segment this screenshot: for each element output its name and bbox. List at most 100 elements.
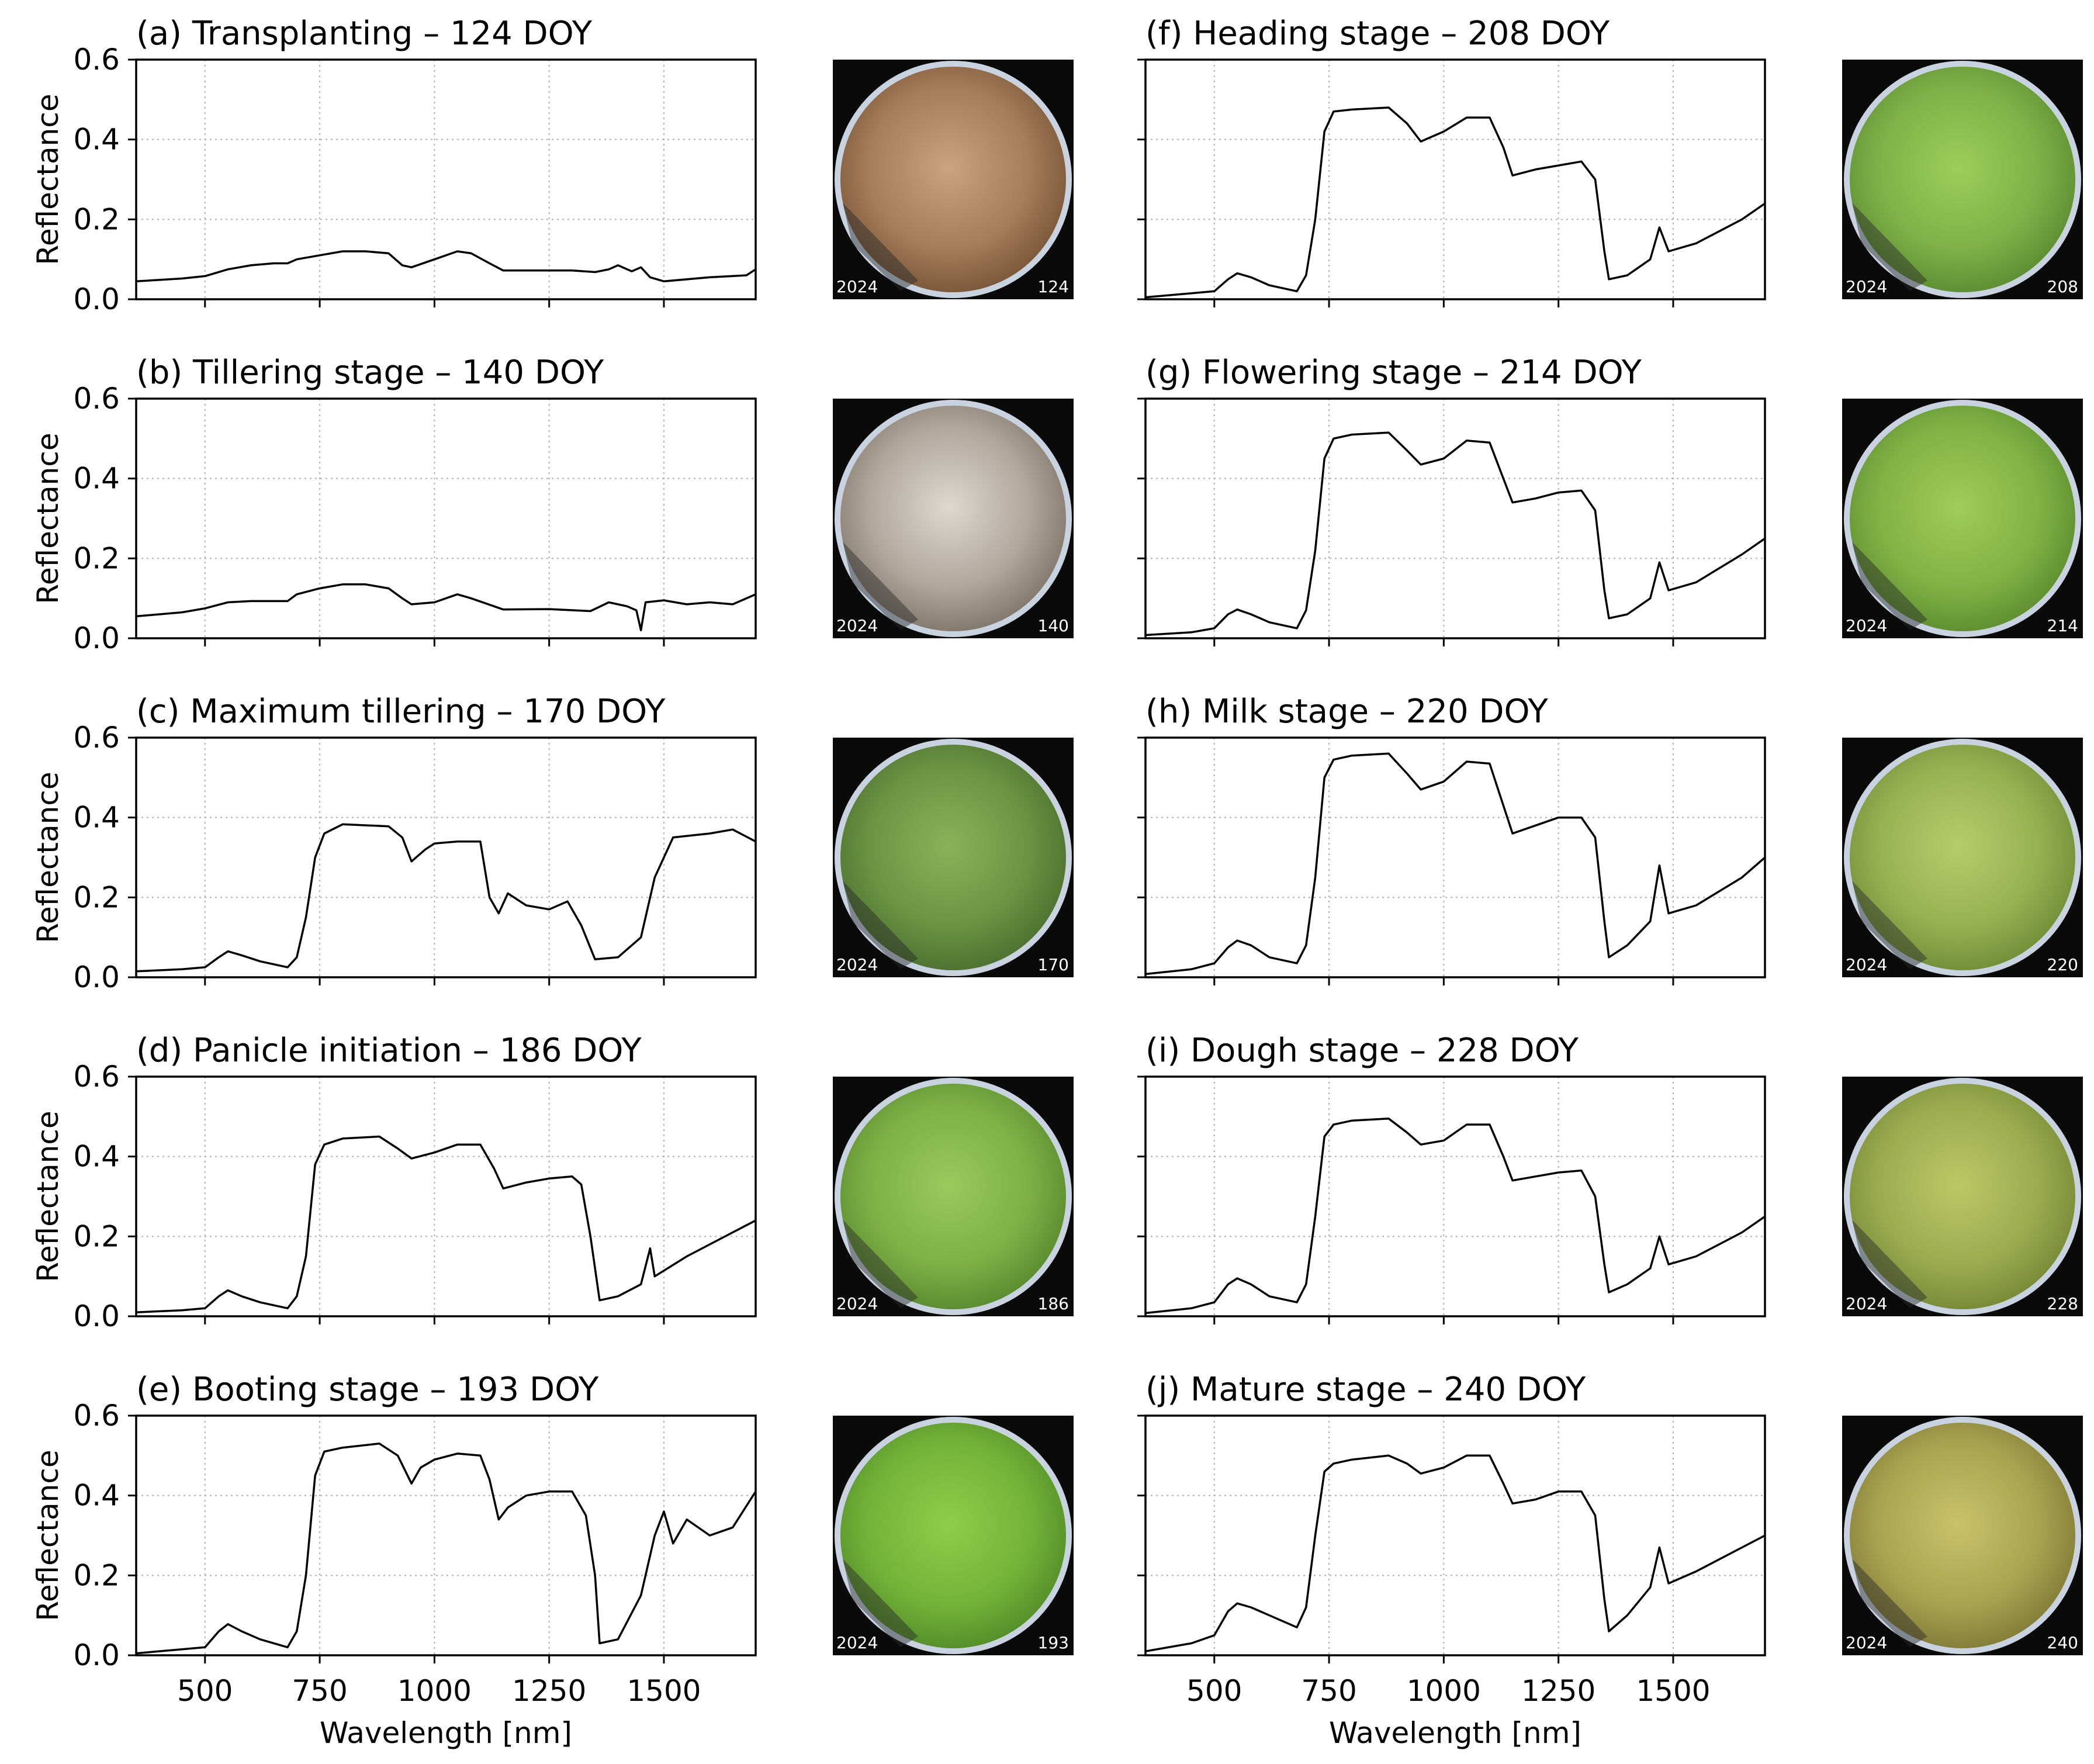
plot-frame [1144,1075,1766,1317]
x-tick-label: 1500 [1636,1674,1710,1708]
canopy-photo: 2024 140 [833,399,1074,638]
plot-area: 500 750 1000 1250 1500 Wavelength [nm] [1137,1414,1766,1750]
plot-frame [1144,58,1766,300]
panel-e: (e) Booting stage – 193 DOY 0.0 0.2 0.4 0.6 5… [31,1371,1074,1750]
canopy-view [840,406,1066,631]
x-axis-label: Wavelength [nm] [1329,1716,1581,1750]
photo-doy-label: 208 [2047,277,2078,296]
canopy-view [1850,745,2075,970]
photo-year-label: 2024 [836,1633,878,1652]
photo-doy-label: 214 [2047,616,2078,635]
plot-frame [135,58,757,300]
plot-area [1137,58,1766,307]
canopy-photo: 2024 214 [1842,399,2083,638]
photo-year-label: 2024 [836,955,878,974]
x-axis-label: Wavelength [nm] [320,1716,572,1750]
y-tick-label: 0.2 [73,202,120,236]
panel-title: (j) Mature stage – 240 DOY [1145,1371,1586,1409]
reflectance-series-line [136,250,756,283]
panel-title: (e) Booting stage – 193 DOY [136,1371,599,1409]
plot-frame [135,1075,757,1317]
tower-shadow [843,1220,918,1308]
y-tick-label: 0.2 [73,541,120,575]
reflectance-series-line [1145,1118,1765,1315]
y-tick-label: 0.4 [73,462,120,496]
reflectance-series-line [1145,752,1765,976]
reflectance-series-line [136,823,756,973]
photo-year-label: 2024 [1846,955,1887,974]
x-tick-label: 500 [1186,1674,1242,1708]
photo-doy-label: 228 [2047,1294,2078,1313]
panel-c: (c) Maximum tillering – 170 DOY 0.0 0.2 0.4… [31,693,1074,994]
canopy-view [1850,67,2075,292]
y-tick-label: 0.4 [73,1140,120,1174]
photo-year-label: 2024 [836,616,878,635]
x-tick-label: 1000 [1407,1674,1481,1708]
reflectance-series-line [1145,1454,1765,1652]
plot-area [1137,397,1766,646]
y-axis-label: Reflectance [31,1111,65,1282]
plot-area [1137,1075,1766,1324]
canopy-view [840,67,1066,292]
panel-title: (f) Heading stage – 208 DOY [1145,15,1610,53]
canopy-photo: 2024 240 [1842,1416,2083,1655]
panel-i: (i) Dough stage – 228 DOY 2024 228 [1137,1032,2083,1324]
y-axis-label: Reflectance [31,772,65,943]
reflectance-series-line [136,583,756,632]
panel-f: (f) Heading stage – 208 DOY 2024 208 [1137,15,2083,307]
plot-frame [135,397,757,639]
y-tick-label: 0.0 [73,1299,120,1333]
y-tick-label: 0.2 [73,880,120,914]
y-axis-label: Reflectance [31,94,65,265]
canopy-view [1850,406,2075,631]
canopy-photo: 2024 170 [833,738,1074,977]
photo-doy-label: 140 [1038,616,1069,635]
y-tick-label: 0.0 [73,960,120,994]
canopy-photo: 2024 208 [1842,60,2083,299]
x-tick-label: 1250 [1521,1674,1595,1708]
canopy-view [840,745,1066,970]
photo-doy-label: 186 [1038,1294,1069,1313]
tower-shadow [843,542,918,630]
y-axis-label: Reflectance [31,1450,65,1621]
photo-doy-label: 193 [1038,1633,1069,1652]
y-tick-label: 0.4 [73,801,120,835]
plot-frame [1144,397,1766,639]
x-tick-label: 750 [1301,1674,1356,1708]
x-tick-label: 1250 [512,1674,586,1708]
reflectance-series-line [1145,431,1765,637]
photo-year-label: 2024 [1846,616,1887,635]
canopy-photo: 2024 220 [1842,738,2083,977]
panel-title: (c) Maximum tillering – 170 DOY [136,693,666,731]
canopy-photo: 2024 124 [833,60,1074,299]
canopy-view [840,1084,1066,1309]
plot-area [1137,736,1766,985]
panel-title: (b) Tillering stage – 140 DOY [136,354,604,392]
y-tick-label: 0.6 [73,1399,120,1433]
panel-title: (d) Panicle initiation – 186 DOY [136,1032,642,1070]
photo-year-label: 2024 [1846,277,1887,296]
panel-g: (g) Flowering stage – 214 DOY 2024 214 [1137,354,2083,646]
y-tick-label: 0.0 [73,1638,120,1672]
y-tick-label: 0.6 [73,382,120,416]
x-tick-label: 750 [292,1674,347,1708]
canopy-photo: 2024 228 [1842,1077,2083,1316]
y-tick-label: 0.0 [73,621,120,655]
tower-shadow [1852,542,1927,630]
photo-year-label: 2024 [836,1294,878,1313]
tower-shadow [843,881,918,969]
panel-h: (h) Milk stage – 220 DOY 2024 220 [1137,693,2083,985]
panel-j: (j) Mature stage – 240 DOY 500 750 1000 1250… [1137,1371,2083,1750]
x-tick-label: 500 [177,1674,233,1708]
y-tick-label: 0.0 [73,282,120,316]
y-tick-label: 0.2 [73,1558,120,1592]
y-axis-label: Reflectance [31,433,65,604]
plot-frame [135,736,757,978]
panel-title: (i) Dough stage – 228 DOY [1145,1032,1579,1070]
tower-shadow [1852,1220,1927,1308]
y-tick-label: 0.2 [73,1219,120,1253]
